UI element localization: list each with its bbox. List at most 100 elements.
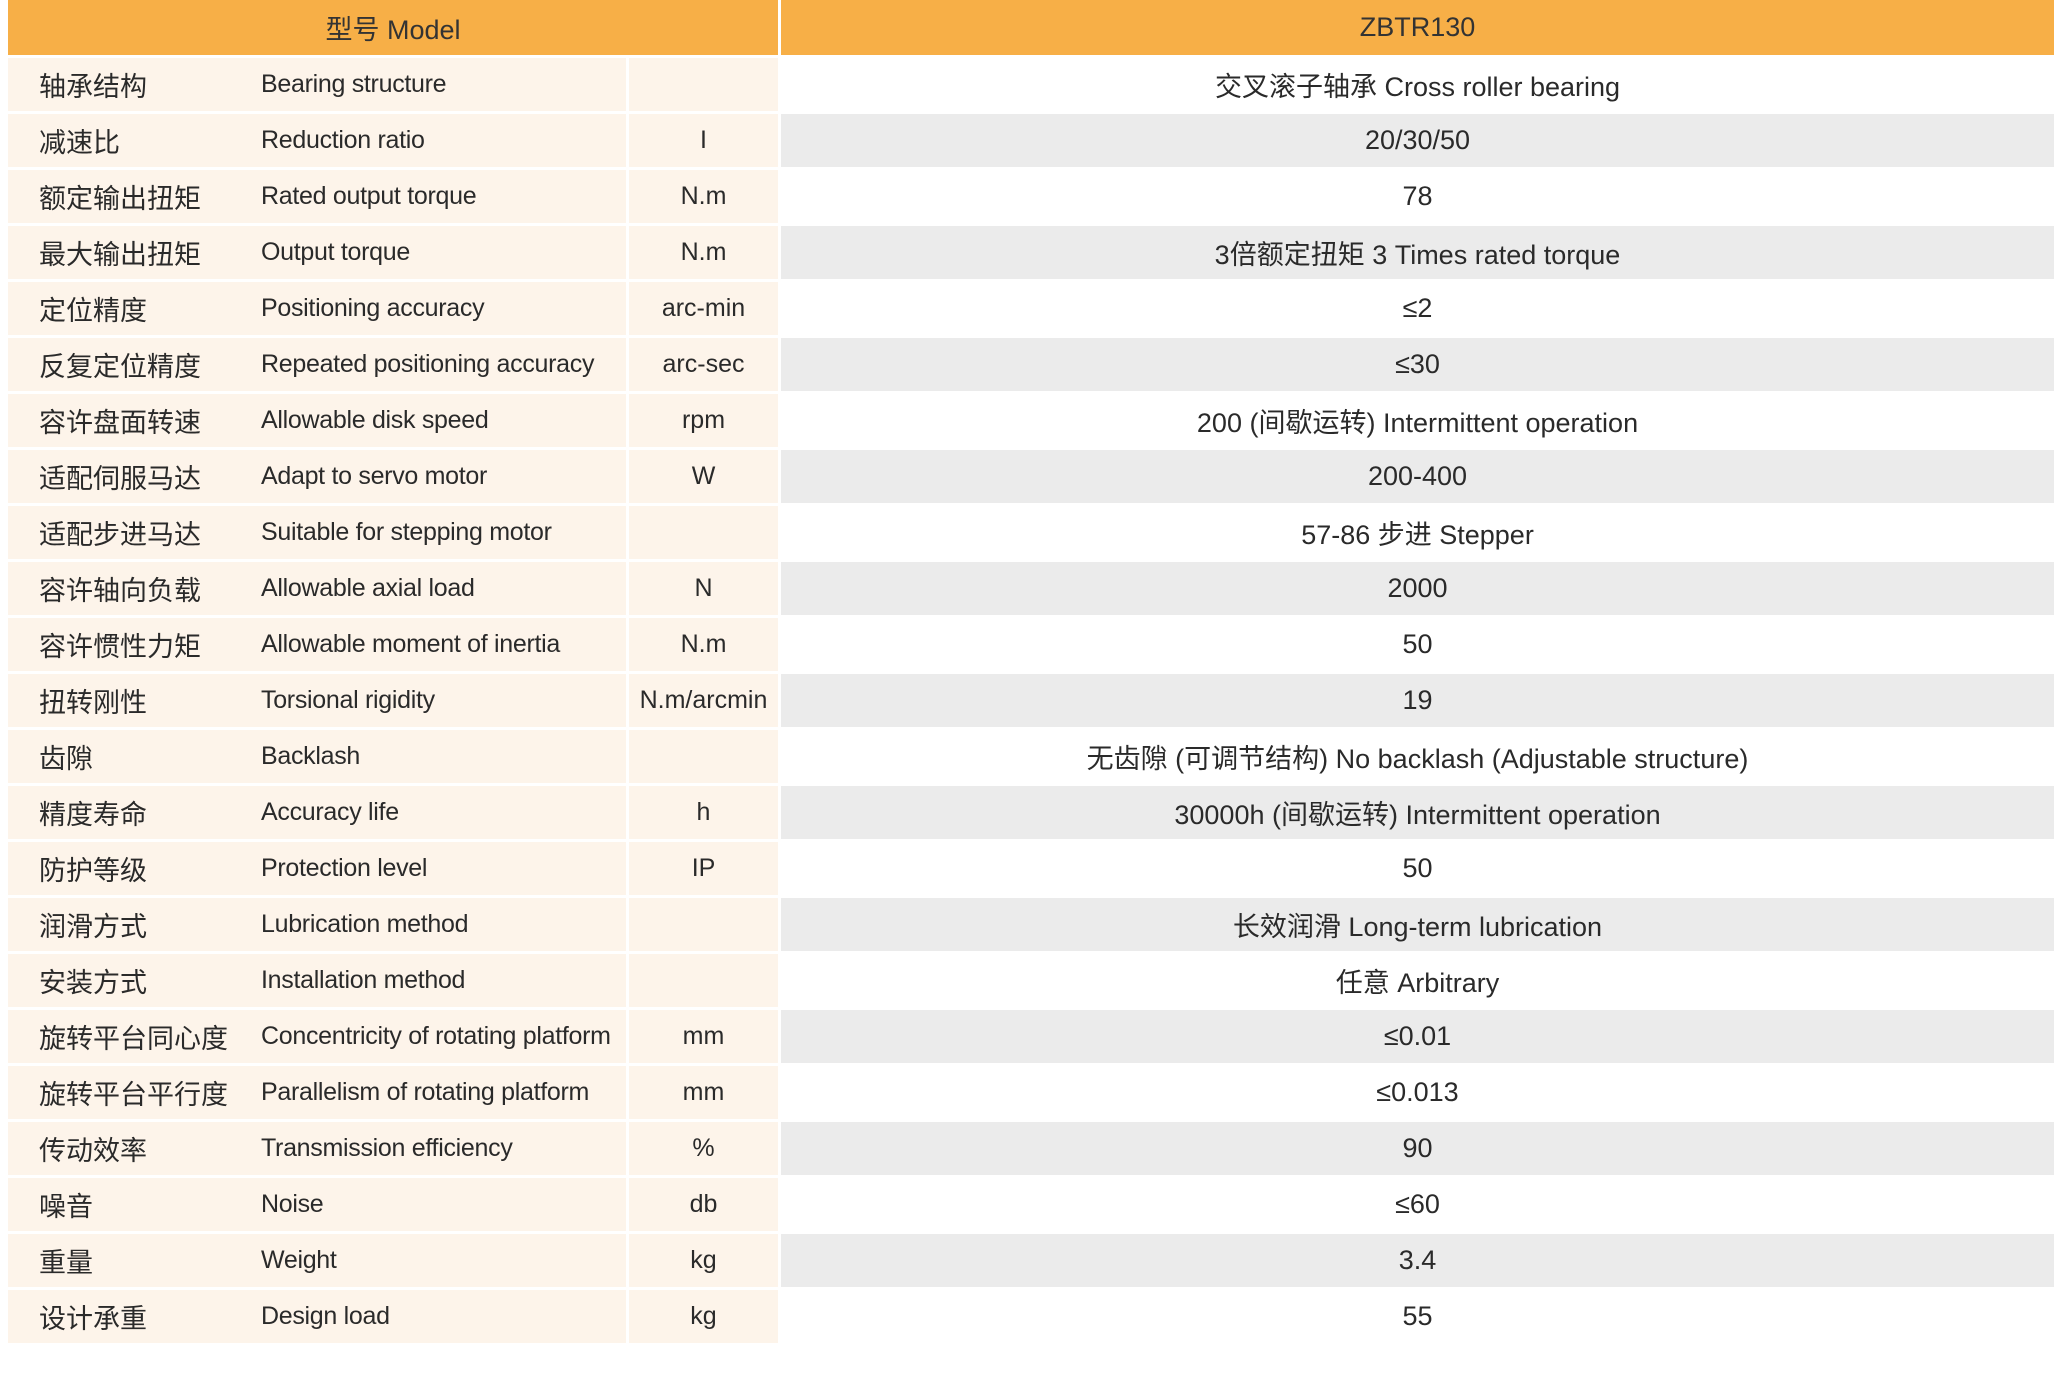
param-unit: rpm <box>629 394 781 447</box>
param-unit: N.m <box>629 618 781 671</box>
table-row: 安装方式 Installation method 任意 Arbitrary <box>8 951 2054 1007</box>
param-name-en: Torsional rigidity <box>230 674 629 727</box>
param-value: 50 <box>781 842 2054 895</box>
param-value: 交叉滚子轴承 Cross roller bearing <box>781 58 2054 111</box>
param-name-cn: 反复定位精度 <box>8 338 230 391</box>
param-name-en: Repeated positioning accuracy <box>230 338 629 391</box>
param-unit: W <box>629 450 781 503</box>
table-row: 传动效率 Transmission efficiency% 90 <box>8 1119 2054 1175</box>
param-name-cn: 容许轴向负载 <box>8 562 230 615</box>
table-row: 润滑方式 Lubrication method 长效润滑 Long-term lub… <box>8 895 2054 951</box>
table-header: 型号 Model ZBTR130 <box>8 0 2054 55</box>
param-name-cn: 噪音 <box>8 1178 230 1231</box>
param-name-cn: 旋转平台平行度 <box>8 1066 230 1119</box>
param-value: 50 <box>781 618 2054 671</box>
param-value: 2000 <box>781 562 2054 615</box>
param-name-en: Protection level <box>230 842 629 895</box>
param-name-en: Positioning accuracy <box>230 282 629 335</box>
table-row: 噪音 Noise db ≤60 <box>8 1175 2054 1231</box>
table-row: 容许轴向负载 Allowable axial load N 2000 <box>8 559 2054 615</box>
table-row: 旋转平台同心度 Concentricity of rotating platfor… <box>8 1007 2054 1063</box>
param-value: 57-86 步进 Stepper <box>781 506 2054 559</box>
param-name-en: Allowable disk speed <box>230 394 629 447</box>
param-unit: mm <box>629 1066 781 1119</box>
param-name-en: Reduction ratio <box>230 114 629 167</box>
table-row: 适配步进马达 Suitable for stepping motor 57-86 步… <box>8 503 2054 559</box>
param-name-cn: 容许盘面转速 <box>8 394 230 447</box>
param-unit <box>629 898 781 951</box>
param-name-cn: 定位精度 <box>8 282 230 335</box>
param-name-en: Suitable for stepping motor <box>230 506 629 559</box>
param-name-cn: 减速比 <box>8 114 230 167</box>
param-value: 19 <box>781 674 2054 727</box>
table-row: 适配伺服马达 Adapt to servo motor W 200-400 <box>8 447 2054 503</box>
param-name-en: Parallelism of rotating platform <box>230 1066 629 1119</box>
param-name-cn: 润滑方式 <box>8 898 230 951</box>
table-row: 设计承重 Design load kg 55 <box>8 1287 2054 1343</box>
param-name-cn: 适配伺服马达 <box>8 450 230 503</box>
param-value: 20/30/50 <box>781 114 2054 167</box>
param-unit: N.m/arcmin <box>629 674 781 727</box>
model-value: ZBTR130 <box>1359 12 1476 42</box>
param-unit: db <box>629 1178 781 1231</box>
param-name-cn: 适配步进马达 <box>8 506 230 559</box>
param-unit <box>629 506 781 559</box>
param-name-cn: 旋转平台同心度 <box>8 1010 230 1063</box>
param-name-en: Backlash <box>230 730 629 783</box>
param-value: ≤2 <box>781 282 2054 335</box>
param-name-en: Allowable axial load <box>230 562 629 615</box>
param-unit <box>629 954 781 1007</box>
table-body: 轴承结构 Bearing structure 交叉滚子轴承 Cross roller… <box>8 55 2054 1343</box>
param-name-en: Transmission efficiency <box>230 1122 629 1175</box>
param-value: 任意 Arbitrary <box>781 954 2054 1007</box>
param-unit: kg <box>629 1234 781 1287</box>
param-name-en: Design load <box>230 1290 629 1343</box>
param-name-en: Output torque <box>230 226 629 279</box>
param-name-cn: 传动效率 <box>8 1122 230 1175</box>
param-unit <box>629 730 781 783</box>
param-unit <box>629 58 781 111</box>
model-label: 型号 Model <box>8 0 781 55</box>
param-value: ≤0.01 <box>781 1010 2054 1063</box>
param-value: 200 (间歇运转) Intermittent operation <box>781 394 2054 447</box>
spec-table: 型号 Model ZBTR130 轴承结构 Bearing structure 交叉… <box>8 0 2054 1343</box>
param-value: 3倍额定扭矩 3 Times rated torque <box>781 226 2054 279</box>
param-name-en: Rated output torque <box>230 170 629 223</box>
table-row: 重量 Weight kg 3.4 <box>8 1231 2054 1287</box>
param-name-en: Weight <box>230 1234 629 1287</box>
table-row: 防护等级 Protection level IP 50 <box>8 839 2054 895</box>
param-name-en: Bearing structure <box>230 58 629 111</box>
param-name-en: Adapt to servo motor <box>230 450 629 503</box>
param-value: 30000h (间歇运转) Intermittent operation <box>781 786 2054 839</box>
param-name-cn: 扭转刚性 <box>8 674 230 727</box>
param-value: 90 <box>781 1122 2054 1175</box>
param-unit: IP <box>629 842 781 895</box>
table-row: 轴承结构 Bearing structure 交叉滚子轴承 Cross roller… <box>8 55 2054 111</box>
param-name-cn: 安装方式 <box>8 954 230 1007</box>
param-name-en: Concentricity of rotating platform <box>230 1010 629 1063</box>
param-name-cn: 重量 <box>8 1234 230 1287</box>
table-row: 反复定位精度 Repeated positioning accuracy arc-s… <box>8 335 2054 391</box>
param-name-en: Installation method <box>230 954 629 1007</box>
param-value: 无齿隙 (可调节结构) No backlash (Adjustable stru… <box>781 730 2054 783</box>
param-name-en: Noise <box>230 1178 629 1231</box>
table-row: 齿隙 Backlash 无齿隙 (可调节结构) No backlash (Adjus… <box>8 727 2054 783</box>
param-name-en: Lubrication method <box>230 898 629 951</box>
param-unit: % <box>629 1122 781 1175</box>
param-value: 55 <box>781 1290 2054 1343</box>
param-name-cn: 最大输出扭矩 <box>8 226 230 279</box>
param-unit: kg <box>629 1290 781 1343</box>
param-value: 200-400 <box>781 450 2054 503</box>
param-value: 长效润滑 Long-term lubrication <box>781 898 2054 951</box>
param-name-cn: 容许惯性力矩 <box>8 618 230 671</box>
param-name-cn: 齿隙 <box>8 730 230 783</box>
param-name-cn: 额定输出扭矩 <box>8 170 230 223</box>
param-unit: arc-sec <box>629 338 781 391</box>
param-unit: N.m <box>629 170 781 223</box>
table-row: 定位精度 Positioning accuracy arc-min ≤2 <box>8 279 2054 335</box>
param-unit: N <box>629 562 781 615</box>
param-unit: N.m <box>629 226 781 279</box>
param-name-en: Accuracy life <box>230 786 629 839</box>
table-row: 容许惯性力矩 Allowable moment of inertia N.m 50 <box>8 615 2054 671</box>
table-row: 精度寿命 Accuracy life h 30000h (间歇运转) Intermit… <box>8 783 2054 839</box>
